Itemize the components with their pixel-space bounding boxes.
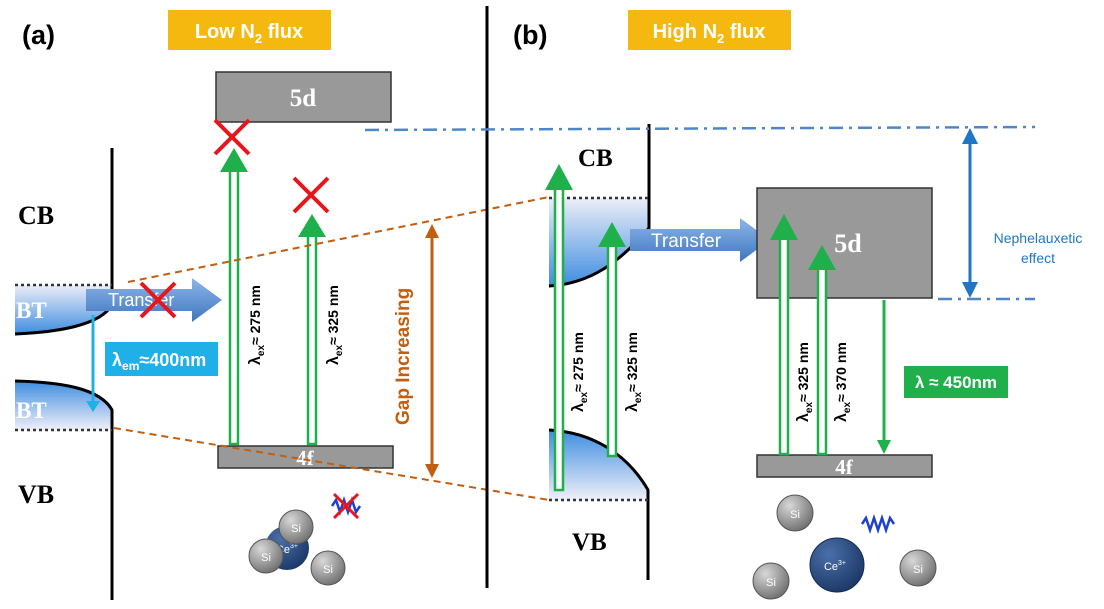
panel-b-excitation-arrow-325 <box>598 222 626 458</box>
panel-b-emission-label: λ ≈ 450nm <box>915 373 997 392</box>
panel-b-transfer-arrow <box>630 218 770 262</box>
si-atom <box>310 550 346 586</box>
panel-b-letter: (b) <box>513 20 547 50</box>
svg-text:Si: Si <box>766 577 776 589</box>
si-atom <box>278 509 314 545</box>
nephelauxetic-upper-line <box>364 125 1036 132</box>
panel-a-lower-band <box>15 381 112 430</box>
panel-b-4f-label: 4f <box>835 455 854 479</box>
panel-b-upper-band <box>549 198 648 286</box>
panel-b-title: High N2 flux <box>653 21 766 46</box>
panel-a-excitation-arrow-275 <box>220 148 248 446</box>
ce-atom <box>809 537 865 593</box>
si-atom <box>899 549 937 587</box>
panel-a-bt-lower: BT <box>16 398 47 423</box>
svg-text:Ce3+: Ce3+ <box>824 560 846 573</box>
panel-a-title-box <box>168 10 331 50</box>
panel-b-5d-label: 5d <box>834 229 862 258</box>
nephelauxetic-label-line2: effect <box>1021 250 1055 266</box>
panel-a-emission-label: λem≈400nm <box>112 350 206 373</box>
panel-a-ex-325-label: λex≈ 325 nm <box>325 285 345 365</box>
panel-b-atoms: Si Ce3+ Si Si <box>752 494 937 600</box>
panel-b-transfer-label: Transfer <box>651 231 722 252</box>
panel-b-title-box <box>628 10 791 50</box>
panel-b-excitation-arrow-325-ce <box>770 214 798 456</box>
panel-a-transfer-label: Transfer <box>108 290 174 310</box>
panel-b-4f-level <box>756 454 933 478</box>
panel-a-ex-275-label: λex≈ 275 nm <box>247 285 267 365</box>
svg-text:Si: Si <box>261 552 271 564</box>
panel-a-vb-label: VB <box>18 480 54 509</box>
panel-a-4f-label: 4f <box>296 446 315 470</box>
panel-b: (b) High N2 flux CB VB Transfer λex≈ 275… <box>364 10 1083 600</box>
panel-a: (a) Low N2 flux CB VB BT BT Transfer λem… <box>14 10 439 600</box>
panel-b-emission-box <box>904 366 1008 398</box>
svg-text:Si: Si <box>790 509 800 521</box>
panel-a-emission-box <box>105 342 218 376</box>
panel-a-excitation-arrow-325 <box>298 214 326 446</box>
si-atom <box>248 538 284 574</box>
panel-b-excitation-arrow-275 <box>545 164 573 492</box>
panel-a-5d-label: 5d <box>290 85 317 112</box>
panel-a-cb-label: CB <box>18 201 54 230</box>
panel-b-ex4-label: λex≈ 370 nm <box>833 342 853 422</box>
panel-a-transfer-cross-icon <box>139 281 177 319</box>
panel-b-lower-band <box>549 430 648 500</box>
nephelauxetic-label-line1: Nephelauxetic <box>994 230 1083 246</box>
panel-b-vb-label: VB <box>572 529 607 556</box>
panel-b-ex-275-label: λex≈ 275 nm <box>570 332 590 412</box>
panel-b-excitation-arrow-370 <box>808 245 836 456</box>
panel-b-ex-325-label: λex≈ 325 nm <box>624 332 644 412</box>
panel-b-cb-label: CB <box>578 145 613 172</box>
panel-a-transfer-arrow <box>86 278 222 322</box>
panel-a-letter: (a) <box>22 20 55 50</box>
panel-a-atom-cluster: Ce3+ Si Si Si <box>248 509 346 586</box>
panel-b-ex3-label: λex≈ 325 nm <box>795 342 815 422</box>
si-atom <box>776 494 814 532</box>
svg-text:Si: Si <box>291 523 301 535</box>
panel-a-crossed-vibration-icon <box>330 492 362 520</box>
gap-guide-lower <box>113 427 550 501</box>
panel-a-x-icon-5d <box>213 118 251 156</box>
panel-a-bt-upper: BT <box>16 298 47 323</box>
panel-b-vibration-icon <box>860 514 896 534</box>
panel-a-title: Low N2 flux <box>195 21 303 46</box>
panel-a-x-icon-325 <box>292 176 330 214</box>
panel-a-5d-level <box>215 71 392 123</box>
svg-text:Si: Si <box>913 564 923 576</box>
panel-a-gap-label: Gap Increasing <box>393 288 414 425</box>
si-atom <box>752 562 790 600</box>
svg-text:Si: Si <box>323 564 333 576</box>
